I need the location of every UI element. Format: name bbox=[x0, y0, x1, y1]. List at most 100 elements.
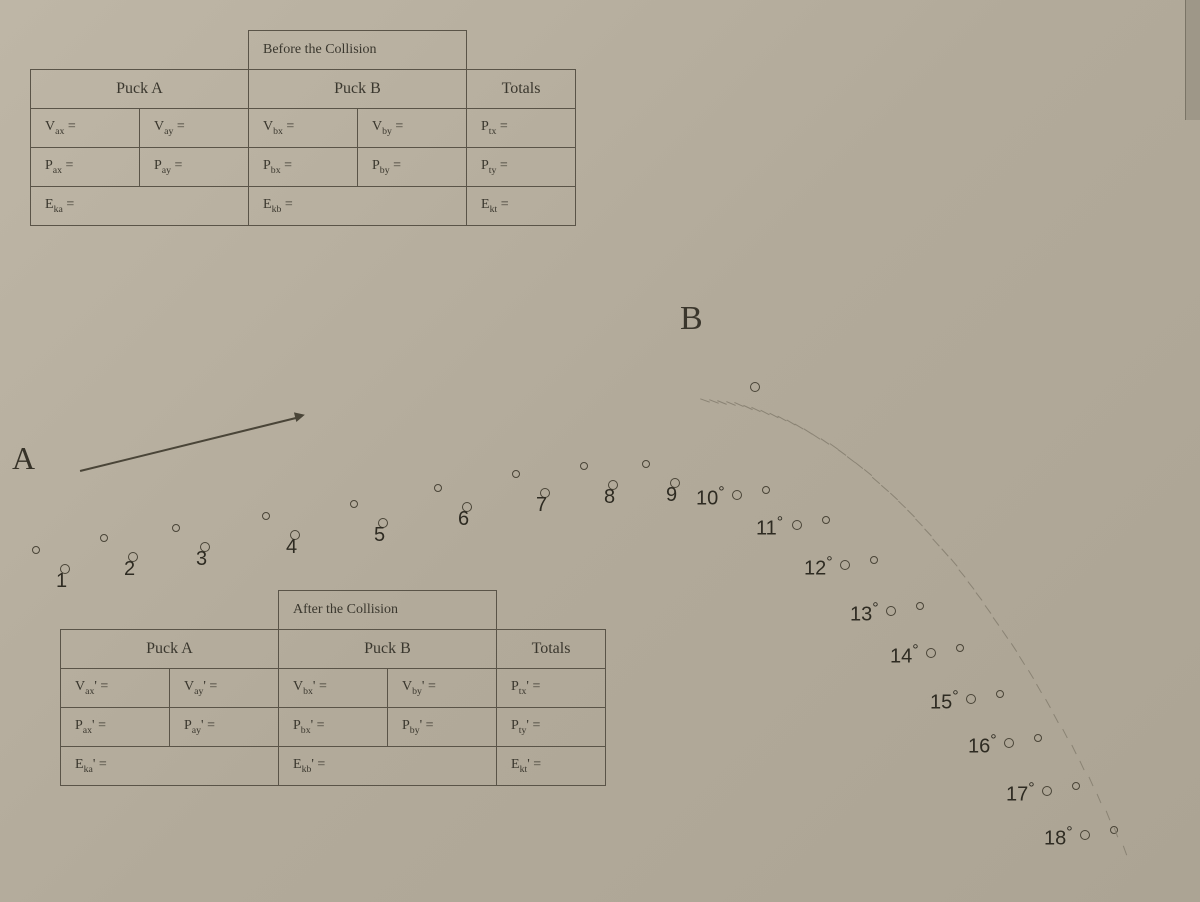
spacer bbox=[467, 31, 576, 70]
strobe-number: 2 bbox=[124, 558, 135, 581]
vector-arrow-head bbox=[294, 410, 306, 422]
strobe-number: 18 bbox=[1044, 824, 1073, 851]
trajectory-tick bbox=[838, 450, 847, 457]
strobe-dot-satellite bbox=[32, 546, 40, 554]
strobe-dot bbox=[886, 606, 896, 616]
strobe-number: 4 bbox=[286, 536, 297, 559]
trajectory-tick bbox=[760, 409, 769, 414]
before-table: Before the Collision Puck A Puck B Total… bbox=[30, 30, 576, 226]
v-row-after: Vax' = Vay' = Vbx' = Vby' = Ptx' = bbox=[61, 669, 606, 708]
strobe-number: 10 bbox=[696, 484, 725, 511]
trajectory-tick bbox=[1010, 643, 1016, 652]
vax: Vax = bbox=[31, 109, 140, 148]
header-puck-a: Puck A bbox=[31, 70, 249, 109]
trajectory-tick bbox=[1062, 729, 1067, 738]
trajectory-tick bbox=[881, 484, 889, 491]
spacer bbox=[170, 591, 279, 630]
strobe-dot bbox=[1080, 830, 1090, 840]
trajectory-tick bbox=[915, 519, 923, 527]
header-totals: Totals bbox=[497, 630, 606, 669]
vbx-p: Vbx' = bbox=[279, 669, 388, 708]
header-totals: Totals bbox=[467, 70, 576, 109]
strobe-number: 11 bbox=[756, 514, 783, 541]
worksheet-page: Before the Collision Puck A Puck B Total… bbox=[0, 0, 1200, 902]
trajectory-tick bbox=[1123, 846, 1127, 856]
strobe-number: 15 bbox=[930, 688, 959, 715]
strobe-number: 14 bbox=[890, 642, 919, 669]
strobe-dot-satellite bbox=[350, 500, 358, 508]
trajectory-tick bbox=[821, 438, 830, 444]
trajectory-tick bbox=[803, 428, 812, 434]
strobe-number: 7 bbox=[536, 494, 547, 517]
strobe-dot-satellite bbox=[262, 512, 270, 520]
spacer bbox=[140, 31, 249, 70]
spacer bbox=[497, 591, 606, 630]
trajectory-tick bbox=[778, 416, 787, 422]
strobe-dot-satellite bbox=[870, 556, 878, 564]
vby: Vby = bbox=[358, 109, 467, 148]
trajectory-tick bbox=[984, 605, 991, 614]
strobe-dot-satellite bbox=[916, 602, 924, 610]
trajectory-tick bbox=[855, 462, 863, 469]
pax: Pax = bbox=[31, 148, 140, 187]
e-row: Eka = Ekb = Ekt = bbox=[31, 187, 576, 226]
strobe-dot bbox=[608, 480, 618, 490]
strobe-number: 16 bbox=[968, 732, 997, 759]
after-table: After the Collision Puck A Puck B Totals… bbox=[60, 590, 606, 786]
pby: Pby = bbox=[358, 148, 467, 187]
trajectory-tick bbox=[752, 407, 761, 412]
trajectory-tick bbox=[950, 559, 957, 567]
puck-b-initial-dot bbox=[750, 382, 760, 392]
strobe-dot bbox=[60, 564, 70, 574]
trajectory-tick bbox=[786, 420, 795, 426]
spacer bbox=[61, 591, 170, 630]
trajectory-tick bbox=[717, 400, 727, 405]
trajectory-tick bbox=[924, 528, 932, 536]
spacer bbox=[31, 31, 140, 70]
trajectory-tick bbox=[812, 433, 821, 439]
trajectory-tick bbox=[1045, 699, 1051, 708]
strobe-number: 5 bbox=[374, 524, 385, 547]
trajectory-tick bbox=[743, 404, 752, 409]
strobe-number: 17 bbox=[1006, 780, 1035, 807]
trajectory-tick bbox=[1054, 714, 1060, 723]
strobe-dot bbox=[840, 560, 850, 570]
trajectory-tick bbox=[864, 469, 872, 476]
pbx-p: Pbx' = bbox=[279, 708, 388, 747]
trajectory-tick bbox=[1071, 744, 1076, 753]
trajectory-tick bbox=[941, 548, 948, 556]
eka: Eka = bbox=[31, 187, 249, 226]
trajectory-tick bbox=[898, 501, 906, 509]
label-b: B bbox=[680, 300, 703, 338]
trajectory-tick bbox=[1080, 760, 1085, 769]
strobe-dot-satellite bbox=[512, 470, 520, 478]
strobe-number: 9 bbox=[666, 484, 677, 507]
trajectory-tick bbox=[872, 477, 880, 484]
strobe-dot bbox=[926, 648, 936, 658]
trajectory-tick bbox=[993, 617, 1000, 626]
trajectory-tick bbox=[795, 424, 804, 430]
strobe-dot-satellite bbox=[996, 690, 1004, 698]
trajectory-tick bbox=[735, 402, 745, 407]
trajectory-tick bbox=[1106, 810, 1111, 820]
strobe-dot bbox=[966, 694, 976, 704]
after-collision-table: After the Collision Puck A Puck B Totals… bbox=[60, 590, 606, 786]
strobe-dot bbox=[200, 542, 210, 552]
trajectory-tick bbox=[959, 570, 966, 578]
pay: Pay = bbox=[140, 148, 249, 187]
strobe-dot-satellite bbox=[1110, 826, 1118, 834]
strobe-dot-satellite bbox=[434, 484, 442, 492]
strobe-dot-satellite bbox=[1072, 782, 1080, 790]
pay-p: Pay' = bbox=[170, 708, 279, 747]
vby-p: Vby' = bbox=[388, 669, 497, 708]
strobe-dot-satellite bbox=[642, 460, 650, 468]
pty-p: Pty' = bbox=[497, 708, 606, 747]
strobe-dot-satellite bbox=[1034, 734, 1042, 742]
ekb-p: Ekb' = bbox=[279, 747, 497, 786]
ekt-p: Ekt' = bbox=[497, 747, 606, 786]
strobe-dot-satellite bbox=[580, 462, 588, 470]
strobe-dot bbox=[792, 520, 802, 530]
strobe-dot-satellite bbox=[100, 534, 108, 542]
trajectory-tick bbox=[709, 399, 719, 404]
binding-marks bbox=[1185, 0, 1200, 120]
